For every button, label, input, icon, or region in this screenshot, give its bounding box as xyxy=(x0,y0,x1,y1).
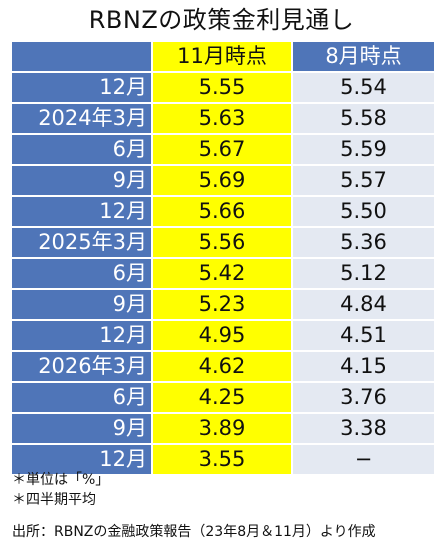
table-row: 2025年3月 5.56 5.36 xyxy=(12,228,434,257)
table-row: 9月 5.23 4.84 xyxy=(12,290,434,319)
august-value: 4.84 xyxy=(293,290,434,319)
november-value: 5.23 xyxy=(153,290,293,319)
november-value: 4.25 xyxy=(153,383,293,412)
corner-cell xyxy=(12,42,153,71)
row-label: 12月 xyxy=(12,445,153,474)
row-label: 12月 xyxy=(12,321,153,350)
footnote-average: ＊四半期平均 xyxy=(12,492,96,508)
table-row: 9月 3.89 3.38 xyxy=(12,414,434,443)
august-value: 5.50 xyxy=(293,197,434,226)
row-label: 2026年3月 xyxy=(12,352,153,381)
august-value: 5.54 xyxy=(293,73,434,102)
table-row: 6月 5.42 5.12 xyxy=(12,259,434,288)
table-row: 12月 5.55 5.54 xyxy=(12,73,434,102)
row-label: 9月 xyxy=(12,414,153,443)
row-label: 6月 xyxy=(12,135,153,164)
row-label: 2024年3月 xyxy=(12,104,153,133)
row-label: 12月 xyxy=(12,197,153,226)
footnote-unit: ＊単位は「%」 xyxy=(12,472,110,488)
column-header-august: 8月時点 xyxy=(293,42,434,71)
august-value: 5.12 xyxy=(293,259,434,288)
november-value: 5.56 xyxy=(153,228,293,257)
row-label: 2025年3月 xyxy=(12,228,153,257)
november-value: 5.67 xyxy=(153,135,293,164)
table-row: 12月 5.66 5.50 xyxy=(12,197,434,226)
august-value: 4.51 xyxy=(293,321,434,350)
table-row: 9月 5.69 5.57 xyxy=(12,166,434,195)
row-label: 9月 xyxy=(12,290,153,319)
footnotes: ＊単位は「%」 ＊四半期平均 xyxy=(12,470,109,510)
table-row: 6月 5.67 5.59 xyxy=(12,135,434,164)
august-value: 5.57 xyxy=(293,166,434,195)
november-value: 4.62 xyxy=(153,352,293,381)
column-header-november: 11月時点 xyxy=(153,42,293,71)
august-value: 5.36 xyxy=(293,228,434,257)
table-row: 2026年3月 4.62 4.15 xyxy=(12,352,434,381)
november-value: 3.55 xyxy=(153,445,293,474)
row-label: 6月 xyxy=(12,259,153,288)
source-note: 出所：RBNZの金融政策報告（23年8月＆11月）より作成 xyxy=(12,524,376,540)
table-row: 12月 4.95 4.51 xyxy=(12,321,434,350)
august-value: 5.59 xyxy=(293,135,434,164)
table-header-row: 11月時点 8月時点 xyxy=(12,42,434,71)
table-row: 2024年3月 5.63 5.58 xyxy=(12,104,434,133)
row-label: 12月 xyxy=(12,73,153,102)
august-value: 3.76 xyxy=(293,383,434,412)
november-value: 3.89 xyxy=(153,414,293,443)
august-value: 4.15 xyxy=(293,352,434,381)
november-value: 5.55 xyxy=(153,73,293,102)
table-row: 6月 4.25 3.76 xyxy=(12,383,434,412)
page-title: RBNZの政策金利見通し xyxy=(88,6,355,34)
november-value: 4.95 xyxy=(153,321,293,350)
november-value: 5.42 xyxy=(153,259,293,288)
rate-table: 11月時点 8月時点 12月 5.55 5.54 2024年3月 5.63 5.… xyxy=(12,40,434,476)
august-value: − xyxy=(293,445,434,474)
november-value: 5.69 xyxy=(153,166,293,195)
november-value: 5.63 xyxy=(153,104,293,133)
august-value: 3.38 xyxy=(293,414,434,443)
november-value: 5.66 xyxy=(153,197,293,226)
row-label: 6月 xyxy=(12,383,153,412)
row-label: 9月 xyxy=(12,166,153,195)
table-row: 12月 3.55 − xyxy=(12,445,434,474)
august-value: 5.58 xyxy=(293,104,434,133)
